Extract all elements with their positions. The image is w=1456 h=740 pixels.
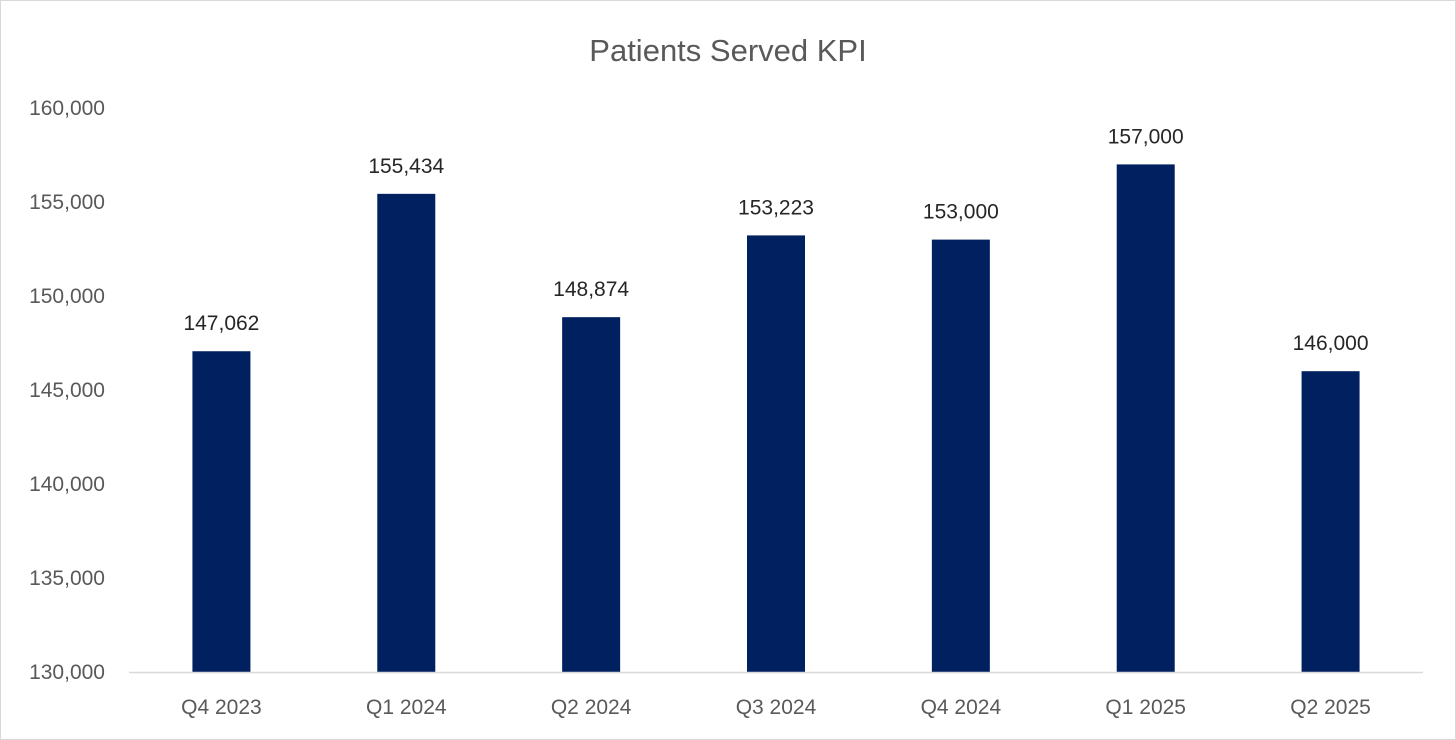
data-label: 148,874 — [553, 278, 629, 301]
y-tick-label: 160,000 — [29, 97, 105, 120]
data-label: 153,223 — [738, 196, 814, 219]
y-tick-label: 130,000 — [29, 661, 105, 684]
data-label: 155,434 — [368, 155, 444, 178]
data-label: 147,062 — [183, 312, 259, 335]
y-tick-label: 140,000 — [29, 473, 105, 496]
y-tick-label: 145,000 — [29, 379, 105, 402]
data-labels: 147,062 155,434 148,874 153,223 153,000 157,0… — [183, 125, 1368, 355]
x-tick-label: Q2 2025 — [1290, 696, 1371, 719]
x-tick-label: Q1 2025 — [1105, 696, 1186, 719]
data-label: 153,000 — [923, 201, 999, 224]
bar — [747, 235, 805, 672]
x-tick-label: Q1 2024 — [366, 696, 447, 719]
y-tick-label: 135,000 — [29, 567, 105, 590]
bar — [931, 239, 990, 672]
bar — [377, 193, 436, 672]
bar — [1116, 164, 1175, 672]
x-tick-label: Q4 2023 — [181, 696, 262, 719]
bar — [562, 317, 621, 672]
x-tick-label: Q2 2024 — [551, 696, 632, 719]
bar — [192, 351, 251, 672]
y-axis-tick-labels: 130,000 135,000 140,000 145,000 150,000 155,0… — [29, 97, 105, 684]
x-axis-tick-labels: Q4 2023 Q1 2024 Q2 2024 Q3 2024 Q4 2024 Q1 20… — [181, 696, 1371, 719]
bars — [192, 164, 1360, 672]
chart-title: Patients Served KPI — [589, 33, 866, 68]
y-tick-label: 150,000 — [29, 285, 105, 308]
y-tick-label: 155,000 — [29, 191, 105, 214]
x-tick-label: Q3 2024 — [736, 696, 817, 719]
data-label: 146,000 — [1293, 332, 1369, 355]
x-tick-label: Q4 2024 — [921, 696, 1002, 719]
bar — [1301, 371, 1360, 672]
data-label: 157,000 — [1108, 125, 1184, 148]
